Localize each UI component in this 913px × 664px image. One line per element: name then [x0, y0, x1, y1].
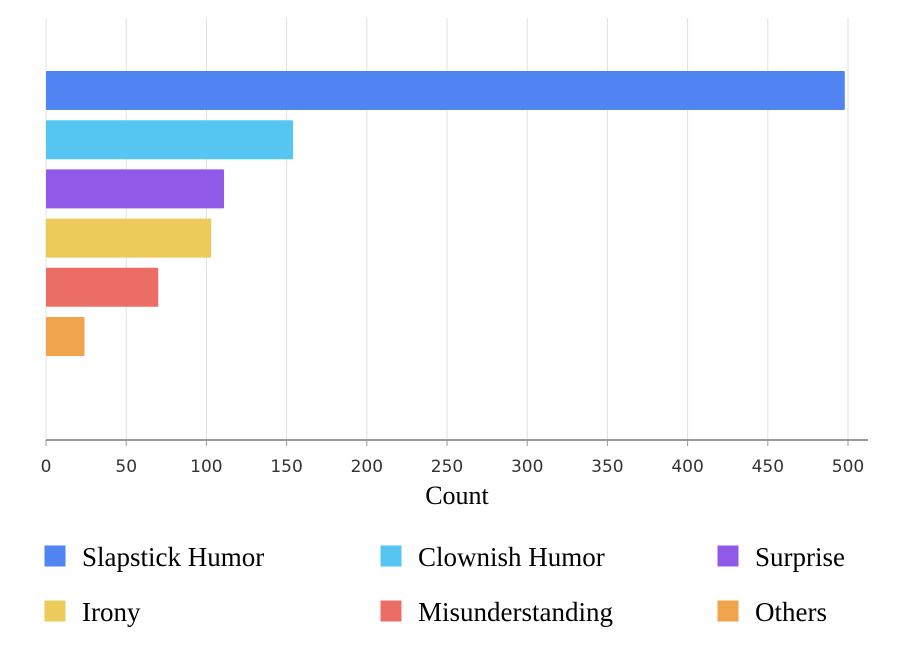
legend-swatch	[43, 599, 67, 623]
bar-misunderstanding	[46, 267, 159, 307]
x-tick-label: 300	[511, 457, 543, 477]
x-axis-ticks: 0 50 100 150 200 250 300 350 400 450 500	[41, 440, 864, 477]
x-tick-label: 50	[115, 457, 137, 477]
x-tick-label: 450	[752, 457, 784, 477]
bar-surprise	[46, 169, 225, 209]
x-tick-label: 0	[41, 457, 52, 477]
legend: Slapstick Humor Clownish Humor Surprise Iro…	[43, 542, 845, 627]
legend-item-surprise: Surprise	[716, 542, 845, 572]
legend-swatch	[379, 599, 403, 623]
bar-others	[46, 317, 85, 356]
x-tick-label: 150	[270, 457, 302, 477]
bars	[46, 71, 845, 356]
bar-irony	[46, 218, 212, 258]
legend-item-slapstick-humor: Slapstick Humor	[43, 542, 264, 572]
legend-label: Irony	[82, 597, 141, 627]
legend-swatch	[43, 544, 67, 568]
bar-slapstick-humor	[46, 71, 845, 110]
legend-swatch	[716, 599, 740, 623]
x-tick-label: 500	[832, 457, 864, 477]
legend-item-irony: Irony	[43, 597, 141, 627]
x-axis-title: Count	[425, 481, 489, 510]
legend-label: Misunderstanding	[418, 597, 613, 627]
legend-swatch	[716, 544, 740, 568]
legend-label: Others	[755, 597, 827, 627]
legend-label: Clownish Humor	[418, 542, 605, 572]
x-tick-label: 250	[431, 457, 463, 477]
legend-item-misunderstanding: Misunderstanding	[379, 597, 613, 627]
legend-item-clownish-humor: Clownish Humor	[379, 542, 605, 572]
x-tick-label: 350	[591, 457, 623, 477]
legend-label: Surprise	[755, 542, 845, 572]
legend-item-others: Others	[716, 597, 827, 627]
x-tick-label: 100	[190, 457, 222, 477]
x-tick-label: 400	[671, 457, 703, 477]
x-tick-label: 200	[351, 457, 383, 477]
bar-clownish-humor	[46, 120, 294, 160]
legend-label: Slapstick Humor	[82, 542, 264, 572]
legend-swatch	[379, 544, 403, 568]
